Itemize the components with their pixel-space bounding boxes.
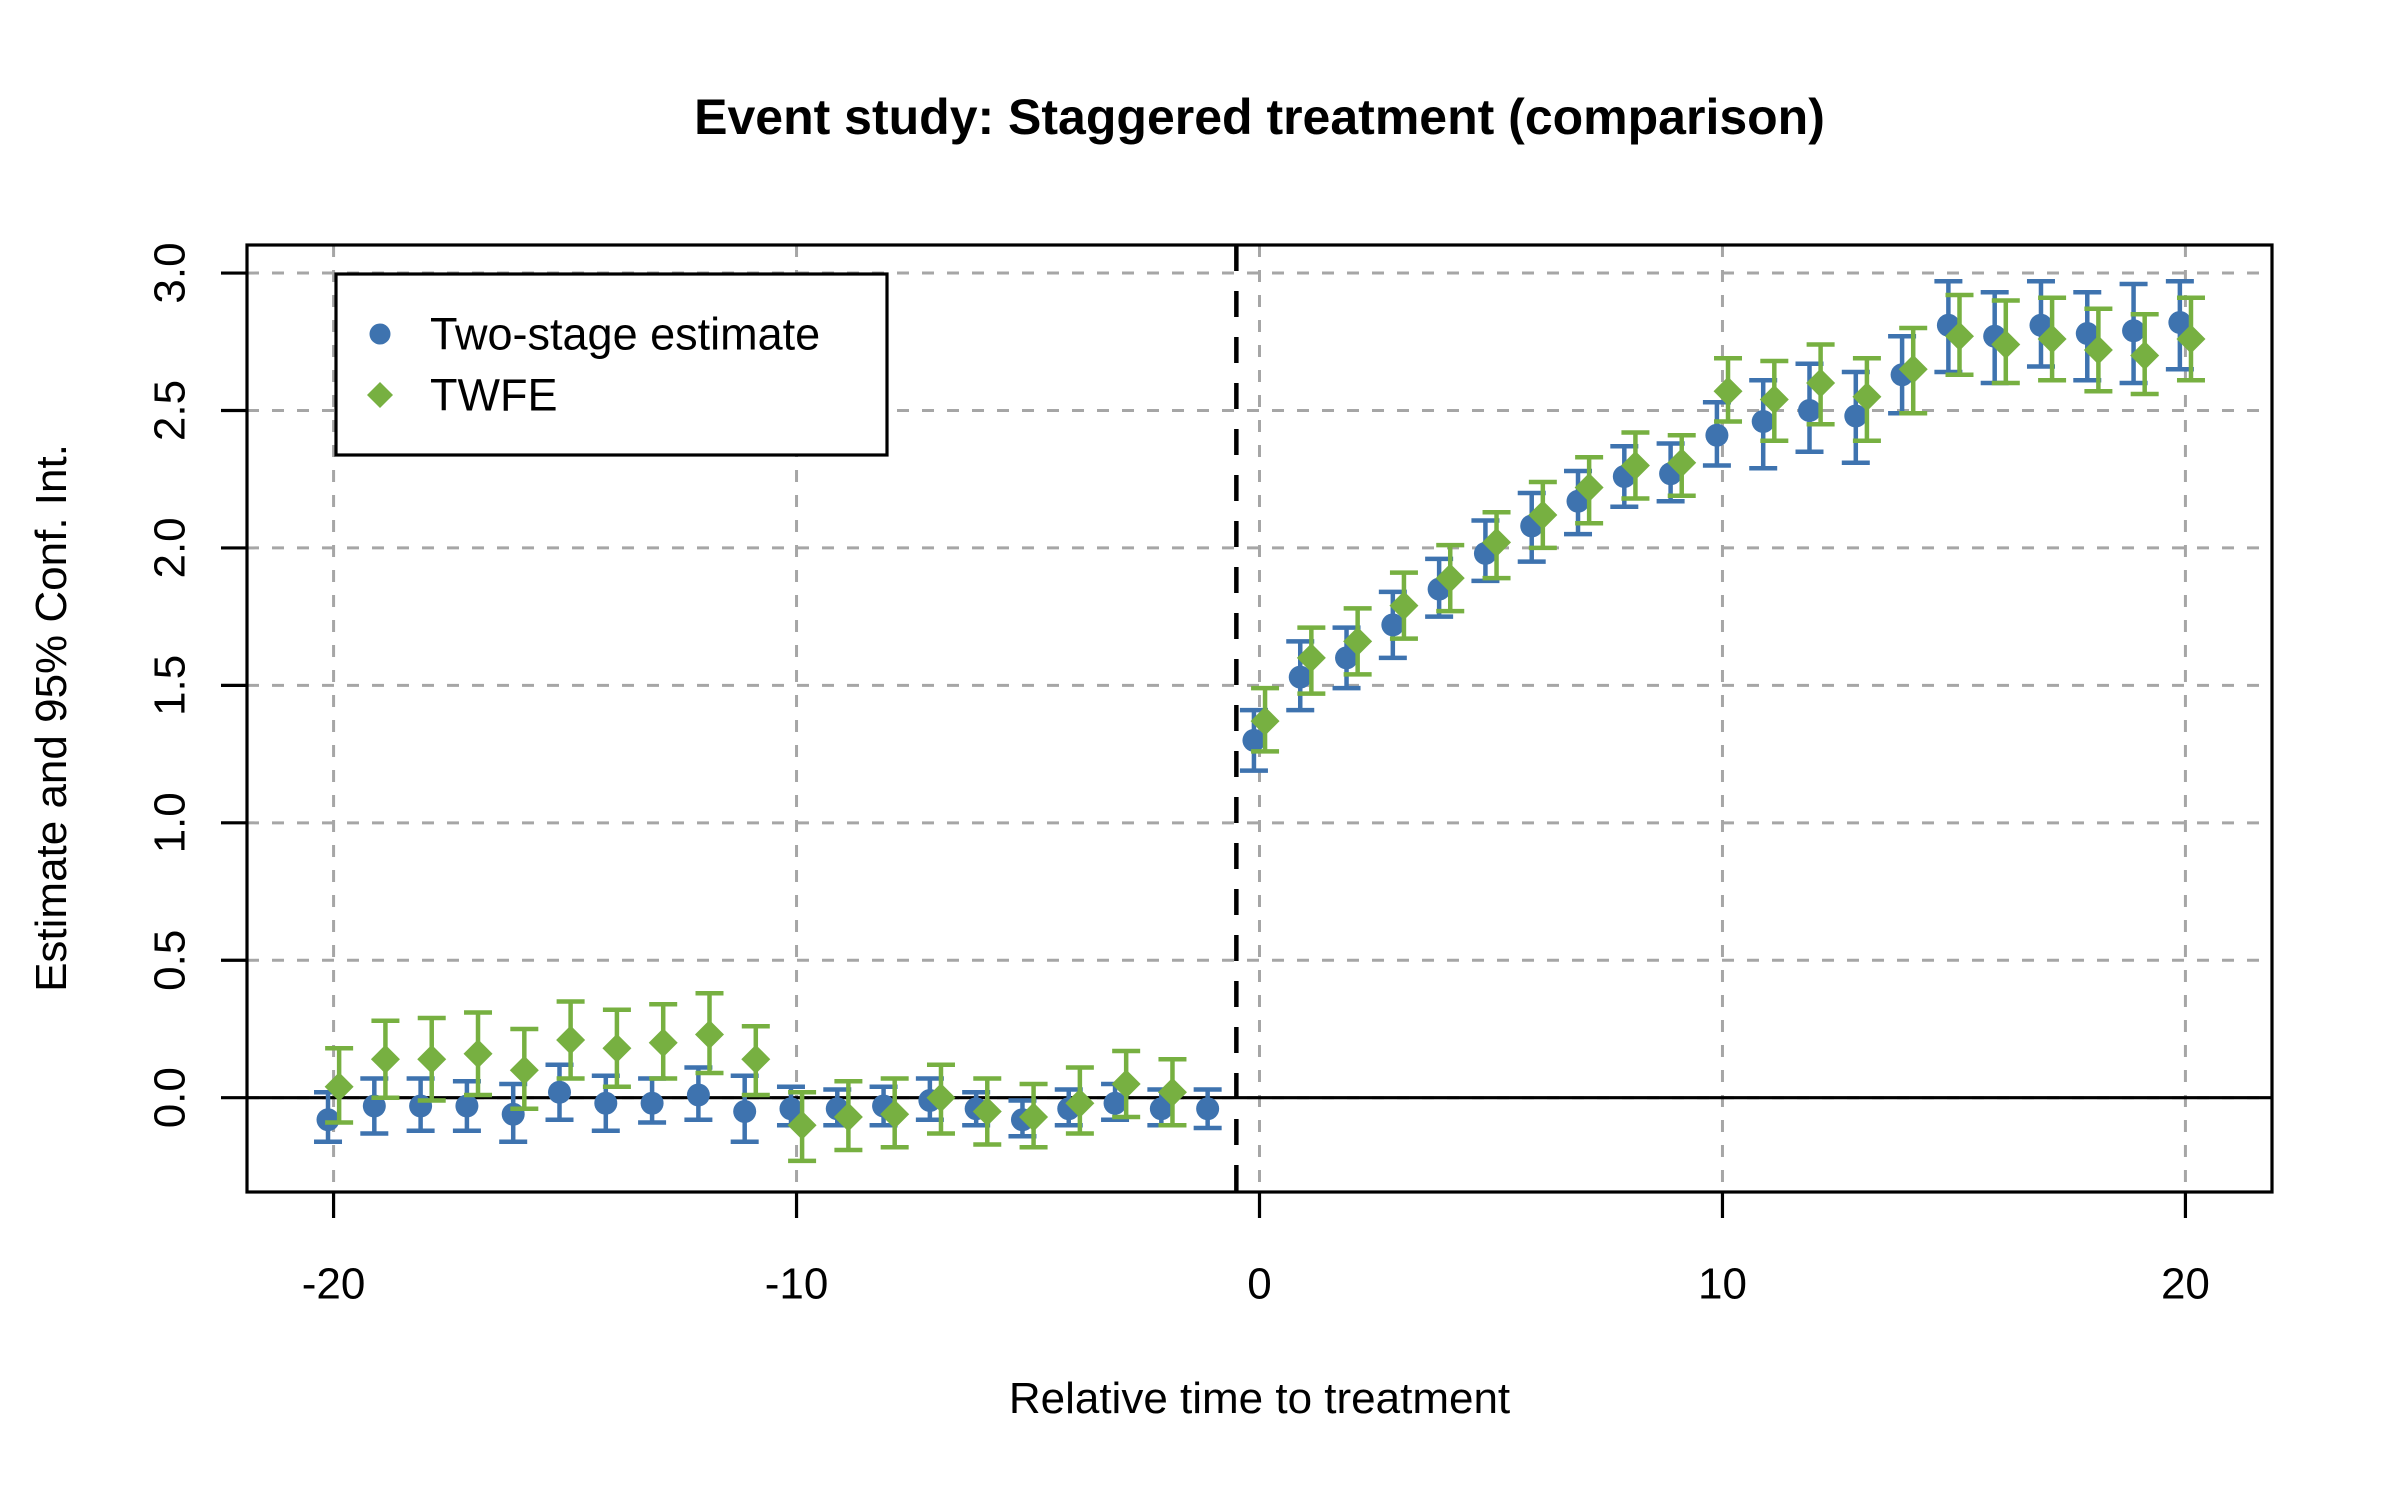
data-point-twfe bbox=[1111, 1069, 1141, 1099]
data-point-two-stage bbox=[2122, 319, 2146, 343]
data-point-two-stage bbox=[1242, 728, 1266, 752]
data-point-two-stage bbox=[362, 1094, 386, 1118]
y-tick-label: 0.0 bbox=[146, 1067, 195, 1128]
data-point-twfe bbox=[1528, 500, 1558, 530]
data-point-twfe bbox=[880, 1099, 910, 1129]
data-point-two-stage bbox=[1149, 1097, 1173, 1121]
data-point-two-stage bbox=[686, 1083, 710, 1107]
data-point-twfe bbox=[1435, 563, 1465, 593]
data-point-two-stage bbox=[501, 1102, 525, 1126]
data-point-twfe bbox=[1991, 330, 2021, 360]
data-point-two-stage bbox=[316, 1108, 340, 1132]
data-point-two-stage bbox=[594, 1091, 618, 1115]
data-point-twfe bbox=[1157, 1077, 1187, 1107]
data-point-twfe bbox=[833, 1102, 863, 1132]
data-point-two-stage bbox=[733, 1099, 757, 1123]
data-point-twfe bbox=[2130, 341, 2160, 371]
data-point-twfe bbox=[1482, 527, 1512, 557]
data-point-two-stage bbox=[1381, 613, 1405, 637]
y-tick-label: 1.5 bbox=[146, 655, 195, 716]
data-point-two-stage bbox=[2075, 322, 2099, 346]
data-point-twfe bbox=[602, 1033, 632, 1063]
data-point-twfe bbox=[1250, 706, 1280, 736]
x-tick-label: 0 bbox=[1247, 1260, 1271, 1309]
data-point-twfe bbox=[1574, 472, 1604, 502]
data-point-two-stage bbox=[640, 1091, 664, 1115]
data-point-twfe bbox=[2176, 324, 2206, 354]
legend-marker-diamond bbox=[367, 382, 393, 408]
x-tick-label: -10 bbox=[765, 1260, 829, 1309]
data-point-twfe bbox=[1852, 382, 1882, 412]
data-point-twfe bbox=[1898, 354, 1928, 384]
data-point-twfe bbox=[1759, 384, 1789, 414]
data-point-twfe bbox=[417, 1044, 447, 1074]
data-point-two-stage bbox=[1335, 646, 1359, 670]
data-point-two-stage bbox=[2168, 311, 2192, 335]
data-point-twfe bbox=[695, 1019, 724, 1049]
data-point-two-stage bbox=[1288, 665, 1312, 689]
data-point-twfe bbox=[741, 1044, 771, 1074]
data-point-twfe bbox=[972, 1096, 1002, 1126]
data-point-two-stage bbox=[779, 1097, 803, 1121]
data-point-twfe bbox=[324, 1072, 354, 1102]
data-point-twfe bbox=[2037, 324, 2067, 354]
data-point-two-stage bbox=[455, 1094, 479, 1118]
x-tick-label: 20 bbox=[2161, 1260, 2210, 1309]
data-point-twfe bbox=[1019, 1102, 1049, 1132]
data-point-two-stage bbox=[548, 1080, 571, 1104]
data-point-twfe bbox=[463, 1039, 493, 1069]
data-point-twfe bbox=[1065, 1088, 1095, 1118]
data-point-twfe bbox=[509, 1055, 539, 1085]
y-tick-label: 2.5 bbox=[146, 380, 195, 441]
data-point-twfe bbox=[1713, 376, 1743, 406]
data-point-two-stage bbox=[1798, 398, 1821, 422]
data-point-twfe bbox=[1296, 643, 1326, 673]
data-point-twfe bbox=[926, 1083, 956, 1113]
data-point-twfe bbox=[1806, 368, 1836, 398]
y-tick-label: 3.0 bbox=[146, 242, 195, 303]
data-point-twfe bbox=[370, 1044, 400, 1074]
legend-label: TWFE bbox=[430, 370, 557, 421]
legend-box bbox=[334, 272, 889, 457]
data-point-twfe bbox=[1945, 321, 1974, 351]
data-point-two-stage bbox=[1103, 1091, 1127, 1115]
x-axis-label: Relative time to treatment bbox=[1008, 1374, 1511, 1423]
data-point-twfe bbox=[648, 1028, 678, 1058]
data-point-twfe bbox=[2083, 335, 2113, 365]
y-tick-label: 0.5 bbox=[146, 930, 195, 991]
x-tick-label: 10 bbox=[1698, 1260, 1747, 1309]
y-tick-label: 2.0 bbox=[146, 517, 195, 578]
x-tick-label: -20 bbox=[302, 1260, 366, 1309]
data-point-twfe bbox=[1389, 591, 1419, 621]
chart-title: Event study: Staggered treatment (compar… bbox=[694, 89, 1825, 145]
legend-marker-circle bbox=[369, 323, 391, 345]
data-point-twfe bbox=[556, 1025, 586, 1055]
data-point-two-stage bbox=[1751, 409, 1775, 433]
data-point-two-stage bbox=[1705, 423, 1729, 447]
data-point-twfe bbox=[1620, 450, 1650, 480]
data-point-twfe bbox=[1343, 626, 1373, 656]
data-point-twfe bbox=[1667, 448, 1697, 478]
data-point-two-stage bbox=[1196, 1097, 1220, 1121]
data-point-two-stage bbox=[409, 1094, 433, 1118]
data-point-two-stage bbox=[1844, 404, 1868, 428]
y-tick-label: 1.0 bbox=[146, 792, 195, 853]
legend-label: Two-stage estimate bbox=[430, 309, 820, 360]
data-point-twfe bbox=[787, 1110, 817, 1140]
